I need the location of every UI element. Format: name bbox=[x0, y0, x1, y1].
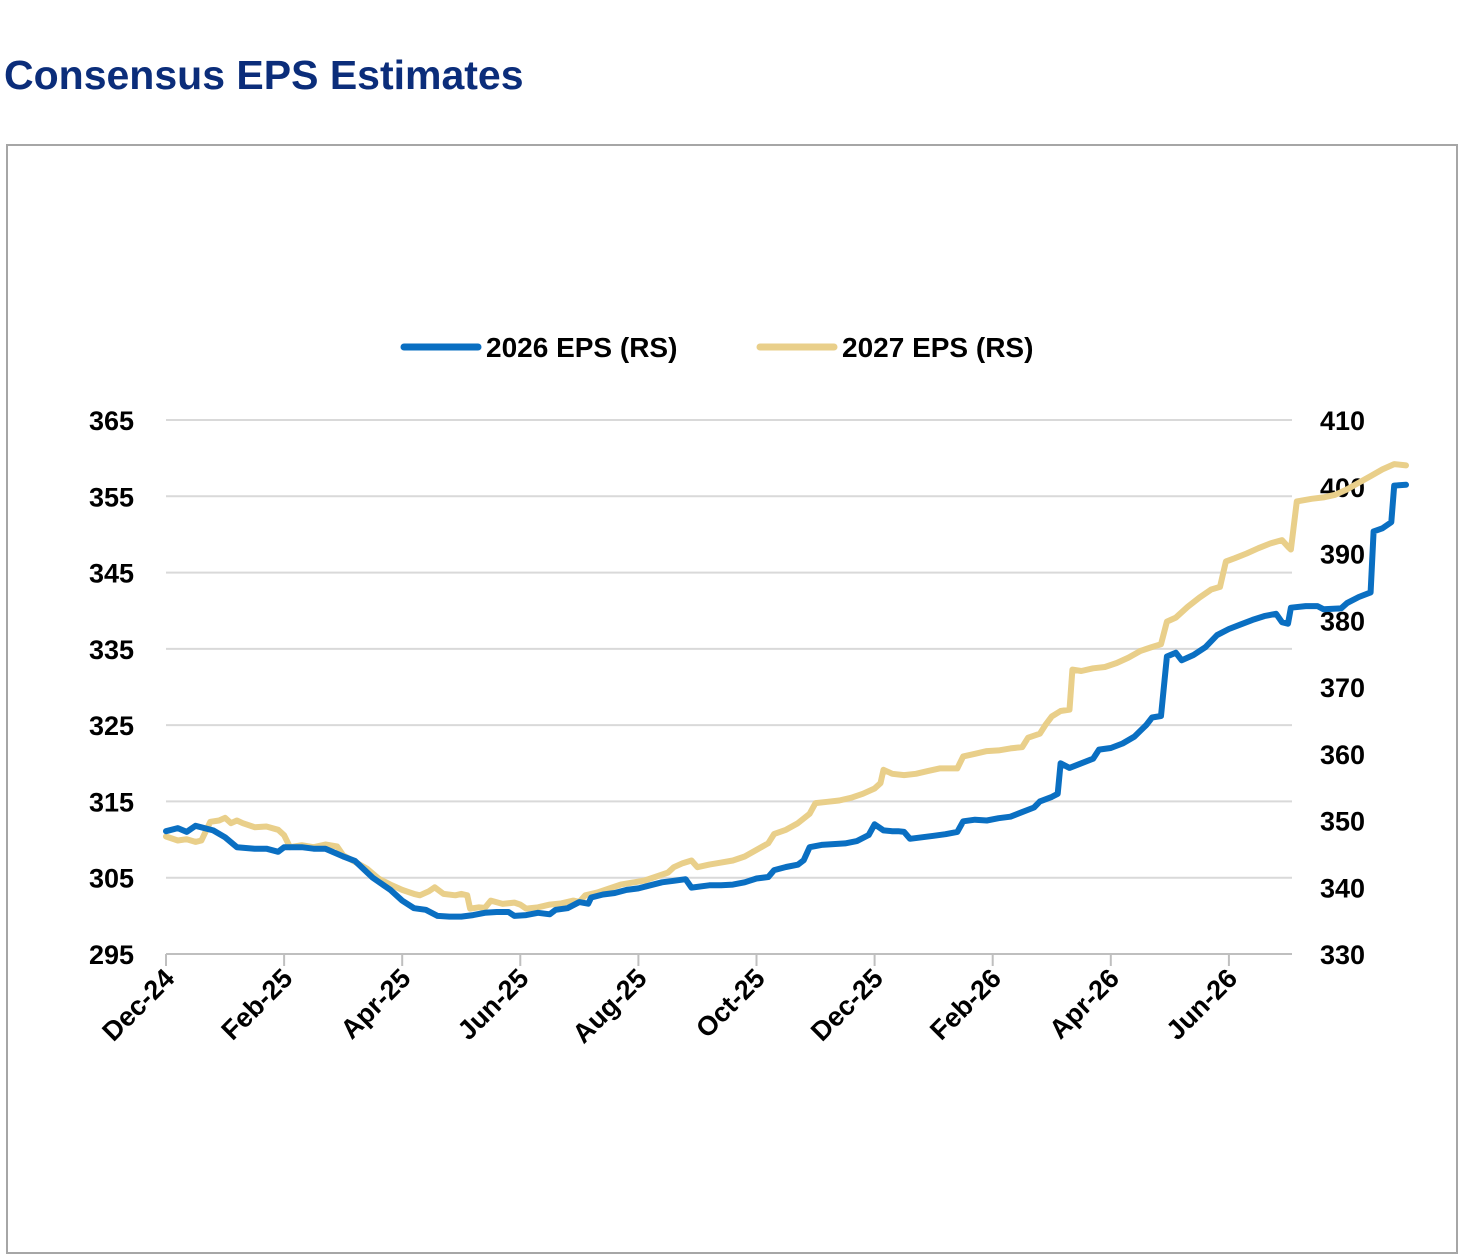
right-y-tick-label: 360 bbox=[1320, 740, 1365, 770]
right-y-tick-label: 350 bbox=[1320, 807, 1365, 837]
left-y-tick-label: 345 bbox=[89, 559, 134, 589]
x-tick-label: Apr-25 bbox=[335, 963, 417, 1045]
left-y-tick-label: 315 bbox=[89, 787, 134, 817]
x-tick-label: Aug-25 bbox=[567, 963, 653, 1049]
chart-frame: 295 305 315 325 335 345 355 365 330 340 350 360 370… bbox=[6, 144, 1458, 1254]
x-tick-label: Feb-26 bbox=[924, 963, 1007, 1046]
left-y-tick-label: 305 bbox=[89, 864, 134, 894]
legend-label: 2027 EPS (RS) bbox=[842, 332, 1033, 363]
right-y-tick-label: 340 bbox=[1320, 873, 1365, 903]
x-tick-label: Jun-26 bbox=[1160, 963, 1243, 1046]
left-y-tick-label: 365 bbox=[89, 406, 134, 436]
left-y-tick-label: 325 bbox=[89, 711, 134, 741]
series-line-2027 bbox=[163, 461, 1409, 912]
x-tick-label: Oct-25 bbox=[690, 963, 771, 1044]
grid-lines bbox=[166, 419, 1292, 879]
left-y-axis: 295 305 315 325 335 345 355 365 bbox=[89, 406, 134, 970]
series-lines bbox=[163, 461, 1409, 920]
legend-label: 2026 EPS (RS) bbox=[486, 332, 677, 363]
x-tick-label: Apr-26 bbox=[1043, 963, 1125, 1045]
x-tick-label: Dec-24 bbox=[96, 963, 180, 1047]
right-y-tick-label: 330 bbox=[1320, 940, 1365, 970]
x-axis bbox=[165, 953, 1292, 966]
x-tick-label: Jun-25 bbox=[452, 963, 535, 1046]
x-tick-label: Feb-25 bbox=[216, 963, 299, 1046]
x-tick-label: Dec-25 bbox=[805, 963, 889, 1047]
page-title: Consensus EPS Estimates bbox=[4, 52, 524, 98]
x-axis-tick-labels: Dec-24 Feb-25 Apr-25 Jun-25 Aug-25 Oct-25 Dec-… bbox=[96, 963, 1243, 1049]
legend: 2026 EPS (RS) 2027 EPS (RS) bbox=[400, 332, 1033, 363]
series-line-2026 bbox=[163, 481, 1409, 920]
eps-line-chart: 295 305 315 325 335 345 355 365 330 340 350 360 370… bbox=[89, 332, 1409, 1049]
right-y-tick-label: 370 bbox=[1320, 673, 1365, 703]
right-y-tick-label: 410 bbox=[1320, 406, 1365, 436]
left-y-tick-label: 295 bbox=[89, 940, 134, 970]
left-y-tick-label: 335 bbox=[89, 635, 134, 665]
left-y-tick-label: 355 bbox=[89, 482, 134, 512]
right-y-tick-label: 390 bbox=[1320, 540, 1365, 570]
